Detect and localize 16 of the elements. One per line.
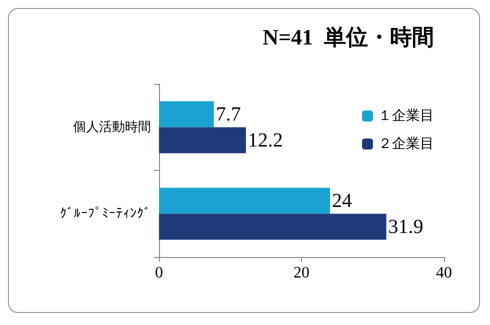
legend-label: １企業目: [378, 108, 434, 124]
bar: [159, 127, 246, 154]
legend-label: ２企業目: [378, 136, 434, 152]
bar: [159, 214, 386, 240]
chart-title: N=41 単位・時間: [262, 24, 434, 50]
y-tick-label: ｸﾞﾙｰﾌﾟﾐｰﾃｨﾝｸﾞ: [60, 206, 151, 222]
data-label: 24: [332, 190, 352, 212]
x-tick-label: 40: [436, 264, 452, 282]
bar: [159, 101, 214, 128]
x-tick-label: 0: [155, 264, 163, 282]
data-label: 12.2: [248, 129, 283, 152]
x-tick-label: 20: [294, 264, 310, 282]
y-tick-label: 個人活動時間: [73, 120, 151, 135]
data-label: 7.7: [216, 103, 241, 126]
bar: [159, 188, 330, 214]
data-label: 31.9: [388, 216, 424, 238]
